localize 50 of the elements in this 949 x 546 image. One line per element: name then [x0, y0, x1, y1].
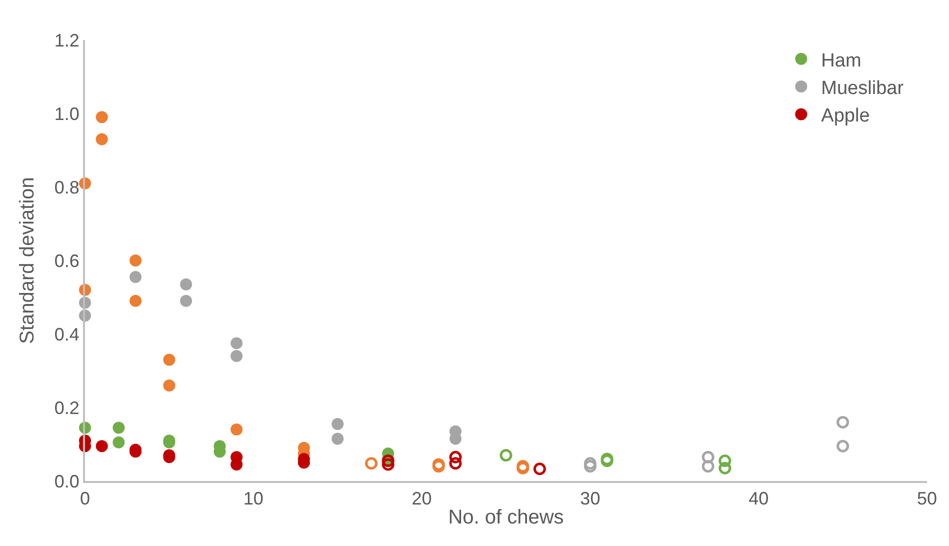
y-tick-label: 1.0 — [54, 104, 80, 124]
point — [163, 354, 176, 366]
x-tick-label: 0 — [80, 488, 90, 509]
y-tick-label: 0.0 — [54, 471, 80, 492]
legend-label: Apple — [821, 106, 870, 127]
point — [718, 454, 732, 468]
point — [230, 350, 243, 362]
legend-label: Mueslibar — [821, 78, 904, 99]
x-tick-label: 50 — [916, 488, 938, 509]
point — [130, 254, 142, 266]
y-tick-label: 0.4 — [54, 324, 80, 344]
point — [533, 462, 546, 476]
point — [230, 424, 243, 436]
point — [96, 111, 108, 124]
point — [836, 416, 850, 428]
point — [584, 457, 596, 470]
point — [96, 133, 108, 146]
point — [112, 422, 125, 434]
point — [836, 440, 850, 452]
y-tick-label: 0.6 — [54, 250, 80, 271]
y-tick-label: 1.2 — [54, 30, 80, 50]
x-tick-label: 10 — [243, 488, 264, 509]
x-tick-label: 30 — [580, 488, 600, 509]
point — [449, 457, 462, 470]
point — [702, 450, 714, 464]
point — [96, 440, 108, 452]
point — [718, 462, 732, 474]
x-tick-label: 20 — [412, 488, 432, 509]
x-tick-label: 40 — [748, 488, 769, 509]
point — [130, 294, 142, 307]
point — [332, 432, 344, 445]
point — [382, 454, 394, 468]
point — [332, 418, 344, 430]
point — [112, 436, 125, 448]
point — [449, 450, 462, 464]
point — [230, 337, 243, 350]
point — [180, 294, 192, 307]
y-tick-label: 0.2 — [54, 398, 80, 418]
y-tick-label: 0.8 — [54, 177, 80, 198]
point — [382, 458, 394, 471]
point — [163, 379, 176, 392]
point — [365, 457, 378, 470]
point — [702, 460, 714, 473]
point — [500, 449, 512, 462]
point — [584, 460, 596, 473]
point — [180, 278, 192, 290]
legend-label: Ham — [821, 50, 862, 72]
x-axis-title: No. of chews — [448, 506, 564, 529]
y-axis-title: Standard deviation — [16, 177, 38, 344]
point — [130, 271, 142, 284]
